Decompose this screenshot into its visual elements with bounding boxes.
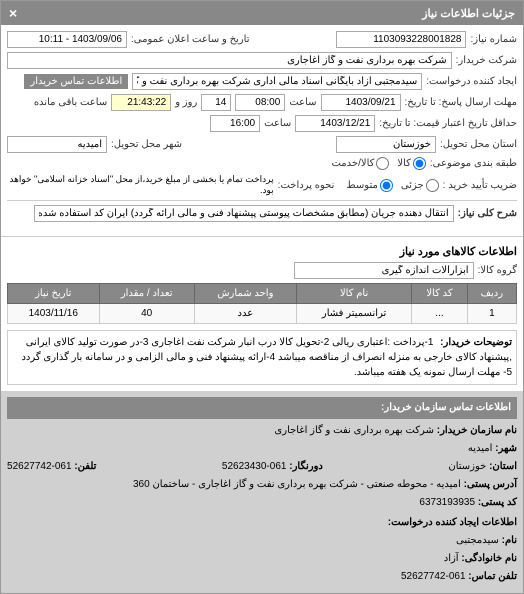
request-number-input[interactable] <box>336 31 466 48</box>
request-number-label: شماره نیاز: <box>470 34 517 45</box>
province-input[interactable] <box>336 136 436 153</box>
buyer-name-input[interactable] <box>7 52 452 69</box>
budget-label: طبقه بندی موضوعی: <box>430 158 517 169</box>
radio-partial[interactable]: جزئی <box>401 179 439 192</box>
postal-value: 6373193935 <box>419 497 475 508</box>
remaining-time-input <box>111 94 171 111</box>
radio-khadamat[interactable]: کالا/خدمت <box>331 157 389 170</box>
header-title: جزئیات اطلاعات نیاز <box>422 7 515 20</box>
payment-type-label: ضریب تأیید خرید : <box>443 180 517 191</box>
address-value: امیدیه - محوطه صنعتی - شرکت بهره برداری … <box>133 479 461 490</box>
cell-name: ترانسمیتر فشار <box>296 304 411 324</box>
response-deadline-label: مهلت ارسال پاسخ: تا تاریخ: <box>405 97 517 108</box>
fax-label: دورنگار: <box>289 461 323 472</box>
contact-city-label: شهر: <box>495 443 517 454</box>
cell-row: 1 <box>467 304 516 324</box>
contact-province-value: خوزستان <box>448 461 486 472</box>
announcement-date-label: تاریخ و ساعت اعلان عمومی: <box>131 34 250 45</box>
table-header-row: ردیف کد کالا نام کالا واحد شمارش تعداد /… <box>8 284 517 304</box>
contact-section: اطلاعات تماس سازمان خریدار: نام سازمان خ… <box>1 391 523 593</box>
name-label: نام: <box>502 535 517 546</box>
radio-partial-input[interactable] <box>426 179 439 192</box>
cell-code: ... <box>412 304 467 324</box>
buyer-desc-text: 1-پرداخت :اعتباری ریالی 2-تحویل کالا درب… <box>21 337 512 378</box>
form-section: شماره نیاز: تاریخ و ساعت اعلان عمومی: شر… <box>1 25 523 232</box>
goods-table-wrapper: ردیف کد کالا نام کالا واحد شمارش تعداد /… <box>7 283 517 324</box>
buyer-description-box: توضیحات خریدار: 1-پرداخت :اعتباری ریالی … <box>7 330 517 385</box>
address-label: آدرس پستی: <box>464 479 517 490</box>
radio-kala[interactable]: کالا <box>397 157 426 170</box>
name-value: سیدمجتبی <box>456 535 499 546</box>
contact-phone-label: تلفن تماس: <box>468 571 517 582</box>
city-label: شهر محل تحویل: <box>111 139 182 150</box>
table-row[interactable]: 1 ... ترانسمیتر فشار عدد 40 1403/11/16 <box>8 304 517 324</box>
category-label: گروه کالا: <box>478 265 517 276</box>
lastname-label: نام خانوادگی: <box>461 553 517 564</box>
city-input[interactable] <box>7 136 107 153</box>
main-container: جزئیات اطلاعات نیاز × شماره نیاز: تاریخ … <box>0 0 524 594</box>
radio-kala-input[interactable] <box>413 157 426 170</box>
close-icon[interactable]: × <box>9 5 17 21</box>
goods-section-title: اطلاعات کالاهای مورد نیاز <box>1 241 523 262</box>
th-code: کد کالا <box>412 284 467 304</box>
description-input[interactable] <box>34 205 454 222</box>
description-label: شرح کلی نیاز: <box>458 208 517 219</box>
payment-note-label: نحوه پرداخت: <box>278 180 335 191</box>
province-label: استان محل تحویل: <box>440 139 517 150</box>
org-label: نام سازمان خریدار: <box>437 425 517 436</box>
category-select[interactable] <box>294 262 474 279</box>
announcement-date-input[interactable] <box>7 31 127 48</box>
validity-label: حداقل تاریخ اعتبار قیمت: تا تاریخ: <box>379 118 517 129</box>
th-row: ردیف <box>467 284 516 304</box>
validity-time-input[interactable] <box>210 115 260 132</box>
response-deadline-time-input[interactable] <box>235 94 285 111</box>
radio-small-input[interactable] <box>380 179 393 192</box>
contact-province-label: استان: <box>489 461 517 472</box>
lastname-value: آزاد <box>444 553 459 564</box>
creator-section-label: اطلاعات ایجاد کننده درخواست: <box>7 515 517 531</box>
remaining-days-input <box>201 94 231 111</box>
contact-city-value: امیدیه <box>468 443 493 454</box>
contact-button[interactable]: اطلاعات تماس خریدار <box>24 74 128 89</box>
th-quantity: تعداد / مقدار <box>99 284 194 304</box>
creator-input[interactable] <box>132 73 422 90</box>
cell-unit: عدد <box>194 304 296 324</box>
remaining-label-1: روز و <box>175 97 197 108</box>
payment-note: پرداخت تمام یا بخشی از مبلغ خرید،از محل … <box>7 174 274 196</box>
time-label-2: ساعت <box>264 118 291 129</box>
creator-label: ایجاد کننده درخواست: <box>426 76 517 87</box>
header-bar: جزئیات اطلاعات نیاز × <box>1 1 523 25</box>
th-unit: واحد شمارش <box>194 284 296 304</box>
remaining-label-2: ساعت باقی مانده <box>34 97 107 108</box>
contact-header: اطلاعات تماس سازمان خریدار: <box>7 397 517 419</box>
cell-quantity: 40 <box>99 304 194 324</box>
postal-label: کد پستی: <box>478 497 517 508</box>
phone-value: 061-52627742 <box>7 461 72 472</box>
radio-khadamat-input[interactable] <box>376 157 389 170</box>
validity-date-input[interactable] <box>295 115 375 132</box>
buyer-desc-label: توضیحات خریدار: <box>440 337 512 348</box>
buyer-name-label: شرکت خریدار: <box>456 55 517 66</box>
time-label-1: ساعت <box>289 97 316 108</box>
contact-phone-value: 061-52627742 <box>401 571 466 582</box>
th-date: تاریخ نیاز <box>8 284 100 304</box>
th-name: نام کالا <box>296 284 411 304</box>
phone-label: تلفن: <box>74 461 96 472</box>
fax-value: 061-52623430 <box>222 461 287 472</box>
goods-table: ردیف کد کالا نام کالا واحد شمارش تعداد /… <box>7 283 517 324</box>
response-deadline-date-input[interactable] <box>321 94 401 111</box>
radio-small[interactable]: متوسط <box>346 179 392 192</box>
cell-date: 1403/11/16 <box>8 304 100 324</box>
org-value: شرکت بهره برداری نفت و گاز اغاجاری <box>274 425 434 436</box>
